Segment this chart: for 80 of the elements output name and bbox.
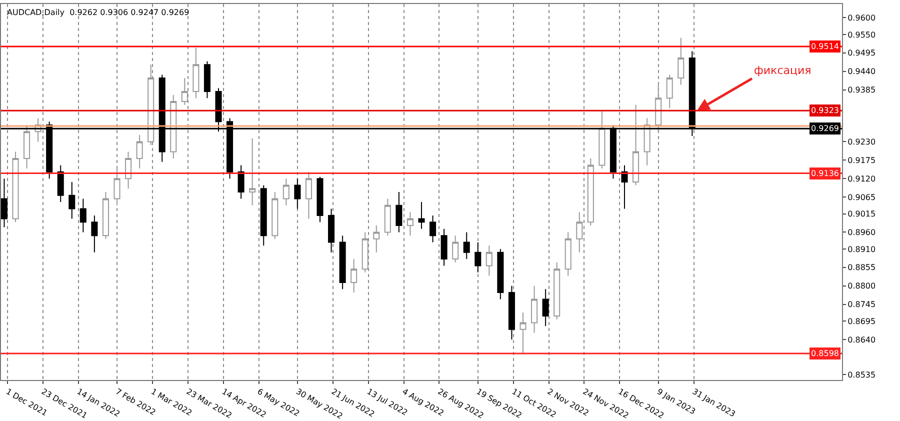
candlestick (362, 232, 368, 273)
candlestick (486, 245, 492, 276)
y-tick-label: 0.9175 (848, 156, 876, 165)
candlestick (554, 262, 560, 320)
candlestick (396, 192, 402, 233)
y-tick-label: 0.8855 (848, 263, 876, 272)
candlestick (294, 178, 301, 210)
candlestick (249, 138, 256, 206)
y-tick-label: 0.8535 (848, 370, 876, 380)
y-tick-label: 0.9230 (848, 138, 876, 147)
candlestick (24, 124, 30, 170)
y-tick-label: 0.8960 (848, 228, 876, 238)
y-tick-label: 0.8695 (848, 316, 876, 326)
candlestick (68, 181, 76, 220)
candlestick (12, 151, 19, 223)
candlestick (305, 171, 312, 220)
ref-line-label: 0.9269 (811, 124, 839, 133)
candlestick (644, 118, 650, 166)
ref-line-label: 0.9136 (811, 169, 839, 178)
y-tick-label: 0.9495 (848, 48, 876, 58)
y-tick-label: 0.9385 (848, 86, 876, 95)
candlestick (520, 312, 526, 354)
candlestick (564, 232, 572, 276)
candlestick (102, 192, 109, 240)
candlestick (170, 94, 177, 159)
candlestick (497, 248, 504, 300)
y-tick-label: 0.9600 (848, 14, 876, 23)
candlestick (1, 178, 8, 228)
y-tick-label: 0.8800 (848, 282, 876, 291)
text: AUDCAD,Daily 0.9262 0.9306 0.9247 0.9269 (7, 8, 190, 17)
candlestick (238, 164, 244, 200)
candlestick (260, 184, 267, 246)
candlestick (204, 60, 210, 99)
candlestick (406, 212, 414, 236)
candlestick (114, 168, 120, 206)
candlestick (91, 214, 98, 253)
candlestick (57, 164, 64, 203)
candlestick (655, 84, 662, 132)
candlestick (350, 258, 358, 294)
candlestick (373, 225, 380, 253)
candlestick (418, 202, 425, 230)
candlestick (148, 64, 154, 146)
y-tick-label: 0.8910 (848, 244, 876, 254)
candlestick (463, 232, 470, 260)
candlestick (474, 242, 482, 273)
candlestick (666, 74, 673, 109)
candlestick (678, 37, 684, 86)
y-tick-label: 0.9065 (848, 192, 876, 202)
candlestick (192, 47, 200, 99)
y-tick-label: 0.9550 (848, 30, 876, 40)
ref-line-label: 0.9323 (811, 106, 839, 115)
candlestick (282, 178, 290, 206)
candlestick (621, 164, 628, 210)
candlestick (531, 285, 538, 334)
candlestick (452, 235, 459, 263)
candlestick (125, 151, 132, 190)
y-tick-label: 0.8745 (848, 300, 876, 310)
y-tick-label: 0.8640 (848, 335, 876, 344)
ref-line-label: 0.8598 (811, 349, 839, 358)
y-tick-label: 0.9120 (848, 174, 876, 184)
candlestick (272, 192, 278, 240)
candlestick (632, 104, 640, 186)
candlestick (136, 134, 143, 170)
candlestick (80, 198, 86, 233)
candlestick (508, 285, 515, 340)
annotation: фиксация (754, 64, 812, 77)
candlestick (440, 228, 448, 266)
candlestick (587, 158, 594, 226)
y-tick-label: 0.9015 (848, 210, 876, 219)
candlestick (384, 198, 391, 236)
candlestick (430, 214, 436, 243)
candlestick (598, 111, 606, 170)
candlestick (339, 235, 346, 290)
candlestick (542, 288, 549, 327)
candlestick (316, 176, 324, 223)
candlestick (328, 208, 335, 253)
candlestick (181, 78, 188, 106)
y-tick-label: 0.9440 (848, 67, 876, 76)
ref-line-label: 0.9514 (811, 42, 839, 51)
candlestick (576, 212, 583, 253)
